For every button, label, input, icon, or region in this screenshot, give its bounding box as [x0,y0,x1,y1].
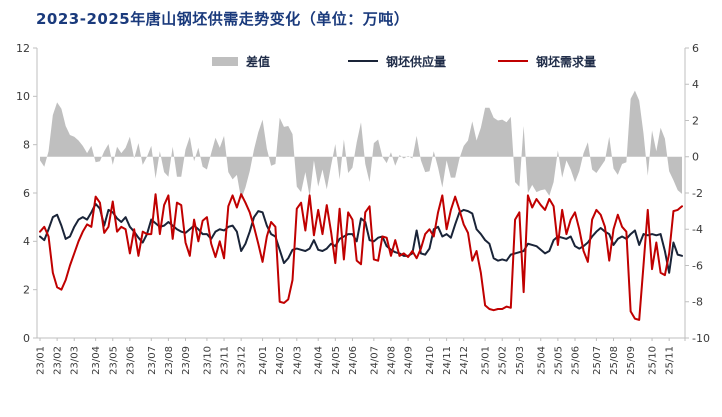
x-axis-tick-label: 24/08 [386,346,397,375]
right-axis-tick-label: -8 [692,296,703,309]
x-axis-tick-label: 24/02 [275,346,286,375]
x-axis-tick-label: 23/12 [237,346,248,375]
legend-item-demand: 钢坯需求量 [498,52,596,70]
x-axis-tick-label: 25/06 [571,346,582,375]
x-axis-tick-label: 23/06 [125,346,136,375]
right-axis-tick-label: 2 [692,114,699,127]
demand-line [39,193,683,321]
left-axis-tick-label: 2 [23,284,30,297]
legend-label-demand: 钢坯需求量 [536,54,597,69]
diff-area-swatch [212,56,238,66]
x-axis-tick-label: 24/01 [258,346,269,375]
right-axis-tick-label: -10 [692,332,710,345]
legend-item-diff: 差值 [212,52,270,70]
x-axis-tick-label: 24/03 [292,346,303,375]
left-axis-tick-label: 12 [16,42,30,55]
x-axis-tick-label: 24/04 [314,346,325,375]
x-axis-tick-label: 25/09 [626,346,637,375]
legend-label-diff: 差值 [246,54,271,69]
left-axis-tick-label: 6 [23,187,30,200]
right-axis-tick-label: -4 [692,223,703,236]
demand-line-swatch [498,60,528,62]
x-axis-tick-label: 24/10 [425,346,436,375]
chart-title: 2023-2025年唐山钢坯供需走势变化（单位：万吨） [36,10,410,28]
legend: 差值 钢坯供应量 钢坯需求量 [0,52,722,70]
supply-line-swatch [348,60,378,62]
x-axis-tick-label: 24/06 [348,346,359,375]
left-axis-tick-label: 0 [23,332,30,345]
x-axis-tick-label: 23/08 [164,346,175,375]
right-axis-tick-label: 0 [692,151,699,164]
x-axis-tick-label: 23/03 [70,346,81,375]
x-axis-tick-label: 23/11 [220,346,231,375]
x-axis-tick-label: 23/04 [91,346,102,375]
x-axis-tick-label: 25/11 [665,346,676,375]
legend-label-supply: 钢坯供应量 [386,54,447,69]
right-axis-tick-label: 6 [692,42,699,55]
x-axis-tick-label: 25/02 [498,346,509,375]
x-axis-tick-label: 25/03 [515,346,526,375]
x-axis-tick-label: 25/08 [609,346,620,375]
right-axis-tick-label: -6 [692,259,703,272]
x-axis-tick-label: 24/09 [404,346,415,375]
x-axis-tick-label: 24/07 [369,346,380,375]
x-axis-tick-label: 23/07 [147,346,158,375]
x-axis-tick-label: 25/10 [648,346,659,375]
x-axis-tick-label: 25/05 [553,346,564,375]
x-axis-tick-label: 25/04 [536,346,547,375]
right-axis-tick-label: 4 [692,78,699,91]
x-axis-tick-label: 23/05 [108,346,119,375]
x-axis-tick-label: 23/09 [181,346,192,375]
x-axis-tick-label: 25/07 [592,346,603,375]
right-axis-tick-label: -2 [692,187,703,200]
x-axis-tick-label: 23/10 [202,346,213,375]
left-axis-tick-label: 10 [16,90,30,103]
left-axis-tick-label: 4 [23,235,30,248]
x-axis-tick-label: 24/11 [442,346,453,375]
x-axis-tick-label: 23/02 [53,346,64,375]
x-axis-tick-label: 24/05 [331,346,342,375]
x-axis-tick-label: 25/01 [481,346,492,375]
diff-area [40,90,682,200]
left-axis-tick-label: 8 [23,139,30,152]
x-axis-tick-label: 23/01 [36,346,47,375]
legend-item-supply: 钢坯供应量 [348,52,446,70]
x-axis-tick-label: 24/12 [459,346,470,375]
